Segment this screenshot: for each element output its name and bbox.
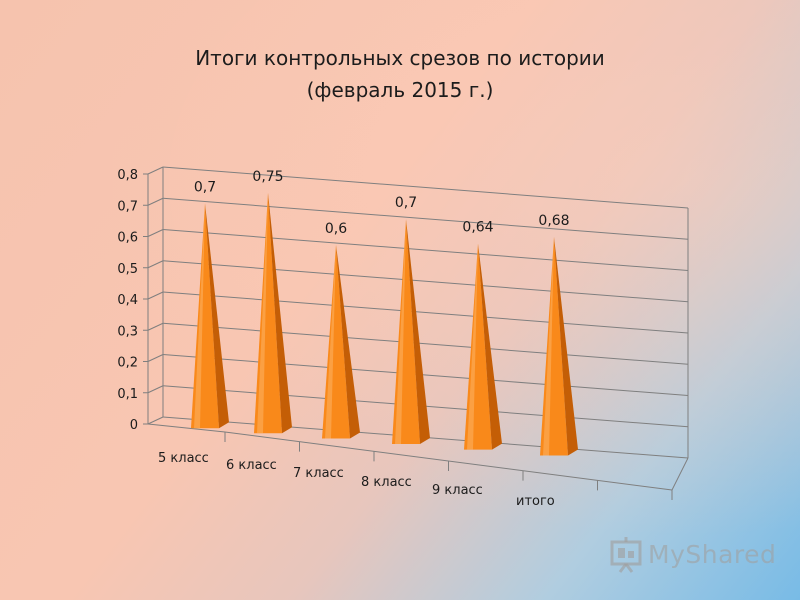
gridline <box>162 229 689 271</box>
gridline <box>162 291 689 334</box>
x-tick-label: 7 класс <box>293 466 344 481</box>
chart-title: Итоги контрольных срезов по истории <box>195 46 605 70</box>
bar-highlight <box>257 192 268 434</box>
data-label: 0,75 <box>252 169 283 185</box>
bar-side-face <box>336 245 360 439</box>
presentation-board-icon <box>610 537 642 573</box>
gridline <box>162 322 689 365</box>
bar-highlight <box>325 245 336 439</box>
y-tick-label: 0,5 <box>117 262 138 277</box>
chart-title-block: Итоги контрольных срезов по истории (фев… <box>0 42 800 106</box>
data-label: 0,7 <box>194 180 216 196</box>
floor-right-edge <box>671 457 689 491</box>
chart-subtitle: (февраль 2015 г.) <box>306 78 494 102</box>
bar-highlight <box>543 237 554 456</box>
x-tick-label: 5 класс <box>158 451 209 466</box>
data-label: 0,7 <box>395 195 417 211</box>
bar-side-face <box>268 192 292 434</box>
bar-highlight <box>467 243 478 450</box>
watermark-logo: MyShared <box>606 536 776 574</box>
y-tick-label: 0,1 <box>117 387 138 402</box>
y-tick-label: 0,4 <box>117 293 138 308</box>
side-gridline <box>147 385 164 394</box>
bar-highlight <box>194 203 205 429</box>
side-gridline <box>147 197 164 206</box>
gridline <box>162 260 689 303</box>
y-tick-label: 0,2 <box>117 356 138 371</box>
side-gridline <box>147 354 164 362</box>
side-gridline <box>147 322 164 331</box>
data-label: 0,64 <box>462 220 493 236</box>
plot-area: 0 0,1 0,2 0,3 0,4 0,5 0,6 0,7 0,8 5 класс 6 класс 7… <box>117 166 689 509</box>
y-tick-label: 0,6 <box>117 231 138 246</box>
bar-highlight <box>395 219 406 444</box>
side-gridline <box>147 260 164 269</box>
side-gridline <box>147 416 164 425</box>
data-label: 0,6 <box>325 221 347 237</box>
y-tick-label: 0,7 <box>117 199 138 214</box>
gridline <box>162 197 689 240</box>
bar-side-face <box>478 243 502 450</box>
gridline <box>162 354 689 396</box>
side-gridline <box>147 166 164 175</box>
bar-side-face <box>554 237 578 456</box>
y-tick-label: 0,3 <box>117 324 138 339</box>
y-tick-label: 0 <box>130 418 138 433</box>
floor-left-edge <box>147 423 226 433</box>
data-label: 0,68 <box>538 213 569 229</box>
bar-side-face <box>205 203 229 429</box>
gridline <box>162 166 689 209</box>
x-tick-label: итого <box>516 494 555 509</box>
side-gridline <box>147 229 164 237</box>
watermark-text: MyShared <box>648 540 777 569</box>
y-tick-label: 0,8 <box>117 168 138 183</box>
x-tick-label: 8 класс <box>361 475 412 490</box>
x-tick-label: 9 класс <box>432 483 483 498</box>
bar-side-face <box>406 219 430 444</box>
side-gridline <box>147 291 164 300</box>
x-tick-label: 6 класс <box>226 458 277 473</box>
